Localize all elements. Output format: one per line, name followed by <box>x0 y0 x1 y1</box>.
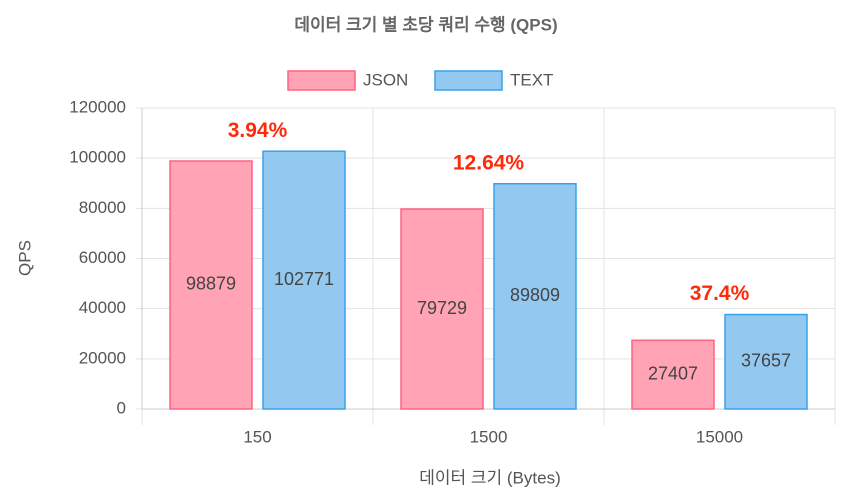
bar <box>400 208 484 410</box>
value-label: 27407 <box>648 363 698 383</box>
annotation: 37.4% <box>690 282 750 305</box>
y-tick-label: 20000 <box>79 348 126 367</box>
legend-label: TEXT <box>510 70 553 89</box>
value-label: 98879 <box>186 274 236 294</box>
legend-label: JSON <box>363 70 408 89</box>
x-tick-label: 15000 <box>696 427 743 446</box>
legend-swatch <box>434 70 503 91</box>
chart-title: 데이터 크기 별 초당 쿼리 수행 (QPS) <box>294 15 557 34</box>
value-label: 102771 <box>274 269 334 289</box>
value-label: 37657 <box>741 351 791 371</box>
value-label: 89809 <box>510 285 560 305</box>
y-tick-label: 0 <box>117 398 126 417</box>
bar <box>724 313 808 410</box>
annotation: 12.64% <box>453 151 525 174</box>
y-tick-label: 120000 <box>69 97 126 116</box>
y-tick-label: 80000 <box>79 198 126 217</box>
bar <box>493 182 577 410</box>
bar <box>262 150 346 410</box>
y-tick-label: 100000 <box>69 148 126 167</box>
y-tick-label: 60000 <box>79 248 126 267</box>
y-tick-label: 40000 <box>79 298 126 317</box>
annotation: 3.94% <box>228 119 288 142</box>
x-tick-label: 1500 <box>470 427 508 446</box>
legend-swatch <box>287 70 356 91</box>
value-label: 79729 <box>417 298 467 318</box>
x-axis-label: 데이터 크기 (Bytes) <box>419 468 561 487</box>
y-axis-label: QPS <box>15 240 34 276</box>
x-tick-label: 150 <box>243 427 271 446</box>
bar <box>169 160 253 410</box>
bar <box>631 339 715 410</box>
